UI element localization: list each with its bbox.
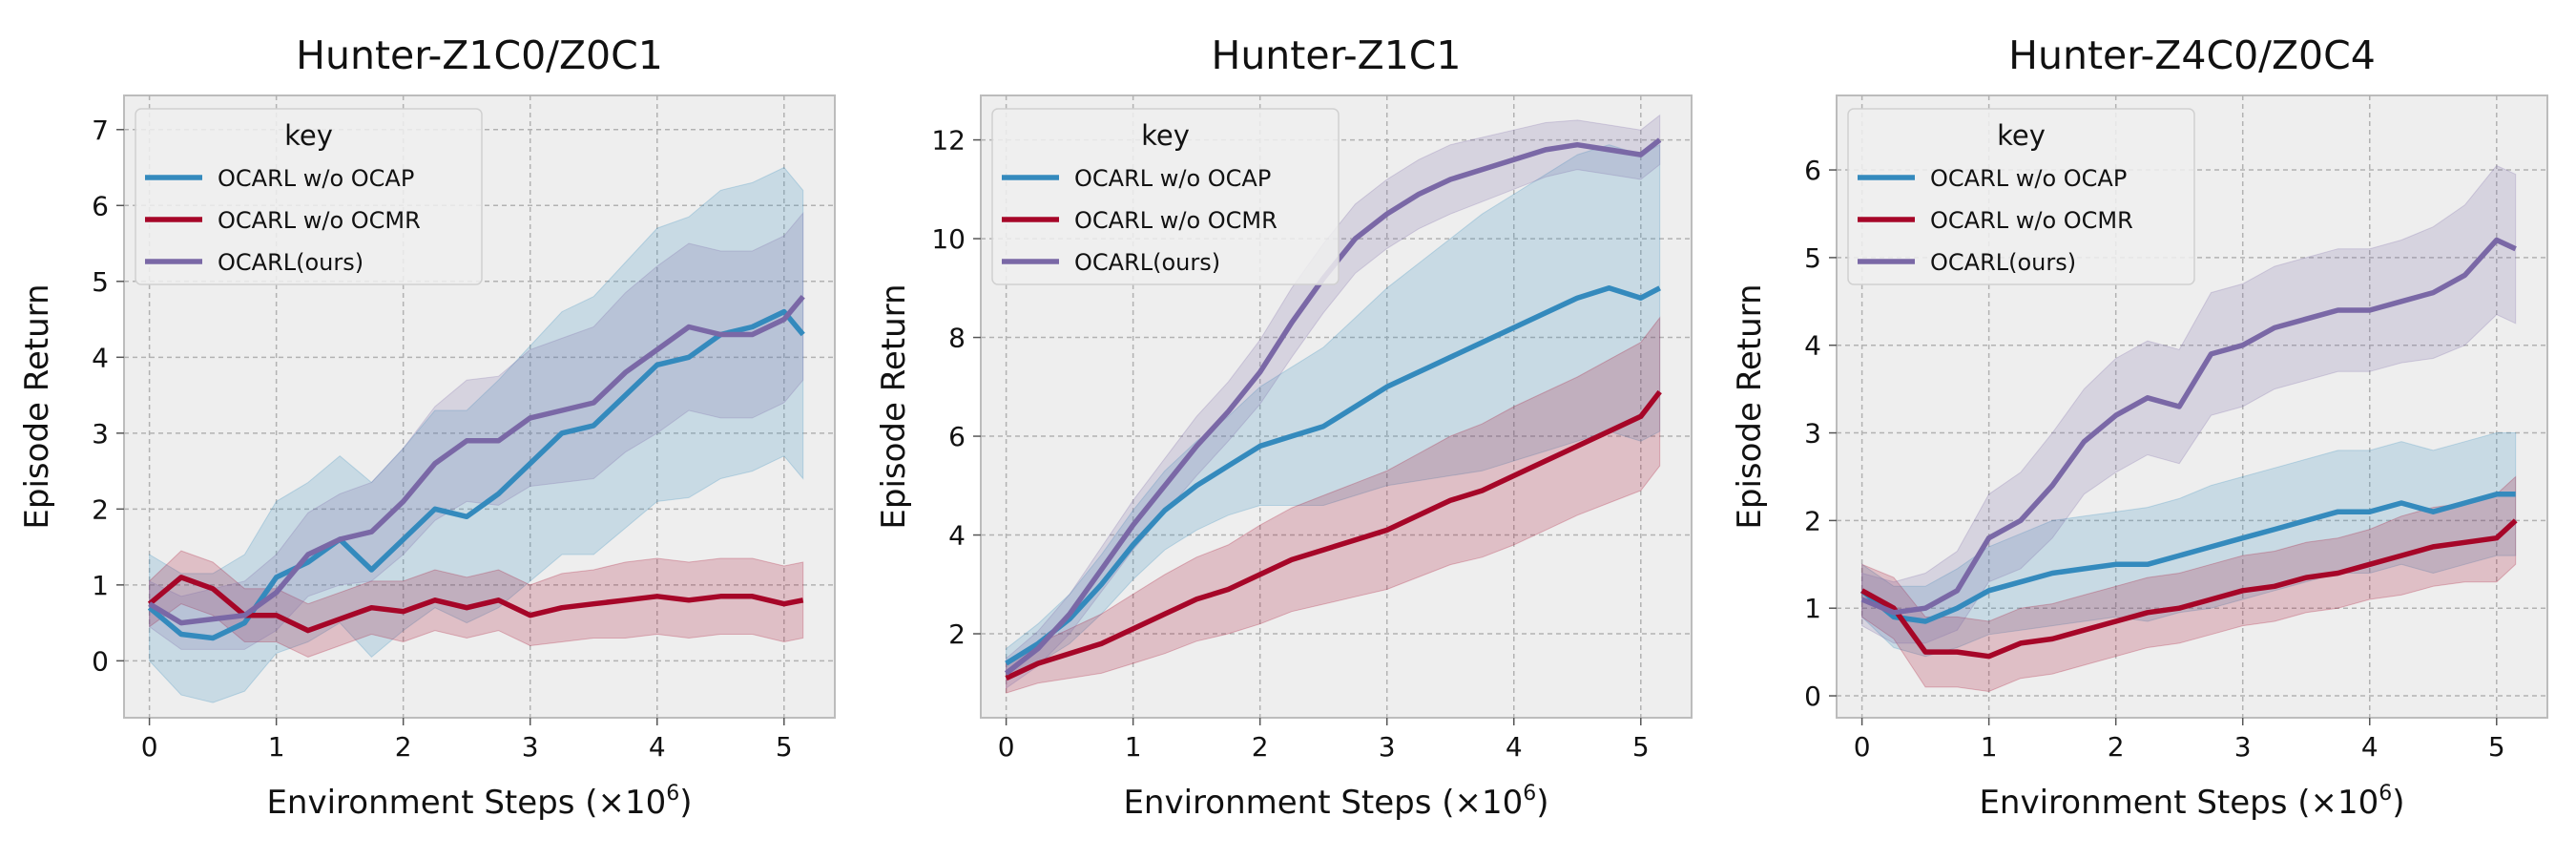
x-axis-label-close: )	[679, 784, 692, 822]
x-axis-label-exponent: 6	[2379, 782, 2392, 806]
x-axis-label: Environment Steps (×106)	[266, 782, 692, 822]
series-line-3	[148, 294, 805, 626]
x-tick-label: 5	[2488, 731, 2505, 763]
legend: key OCARL w/o OCAP OCARL w/o OCMR OCARL(our…	[1847, 108, 2195, 285]
x-axis-label-exponent: 6	[1523, 782, 1536, 806]
x-axis-label-close: )	[2392, 784, 2404, 822]
y-tick-label: 0	[92, 645, 109, 677]
series-band-3	[1861, 164, 2517, 644]
series-line-2	[1860, 518, 2518, 660]
series-group	[1004, 114, 1662, 694]
x-tick-label: 2	[395, 731, 412, 763]
y-axis-label: Episode Return	[1731, 283, 1769, 529]
series-line-1	[147, 308, 805, 641]
legend-label-1: OCARL w/o OCAP	[1930, 165, 2127, 192]
series-band-3	[1006, 114, 1661, 689]
y-tick-label: 4	[948, 520, 966, 552]
x-tick-label: 0	[998, 731, 1015, 763]
chart-panel-3: 0 1 2 3 4 5 0 1 2 3 4 5 6 Hunter-Z4C0/Z0C4 Environment…	[1731, 32, 2548, 822]
y-tick-label: 8	[948, 323, 966, 354]
x-tick-label: 3	[1379, 731, 1396, 763]
x-axis-label-exponent: 6	[666, 782, 679, 806]
x-axis-label-text: Environment Steps (×10	[266, 784, 666, 822]
series-line-2	[1005, 389, 1662, 681]
legend-label-1: OCARL w/o OCAP	[218, 165, 414, 192]
series-line-3	[1004, 137, 1662, 676]
y-tick-label: 12	[931, 125, 966, 157]
legend-box	[991, 108, 1340, 285]
x-tick-label: 3	[2234, 731, 2252, 763]
y-tick-label: 1	[92, 570, 109, 601]
x-axis-label-text: Environment Steps (×10	[1123, 784, 1523, 822]
legend-title: key	[284, 119, 333, 152]
x-tick-label: 2	[2108, 731, 2125, 763]
y-tick-label: 2	[948, 618, 966, 650]
chart-title: Hunter-Z4C0/Z0C4	[2008, 32, 2376, 78]
y-tick-label: 4	[92, 342, 109, 373]
x-tick-label: 1	[1981, 731, 1998, 763]
x-axis-label: Environment Steps (×106)	[1123, 782, 1548, 822]
legend-box	[1847, 108, 2195, 285]
y-tick-label: 6	[1804, 155, 1821, 186]
y-tick-label: 4	[1804, 330, 1821, 362]
y-tick-label: 5	[92, 266, 109, 298]
y-tick-label: 6	[92, 190, 109, 221]
series-band-2	[1861, 475, 2517, 693]
y-tick-label: 2	[1804, 505, 1821, 536]
y-tick-label: 6	[948, 421, 966, 452]
legend-label-3: OCARL(ours)	[1074, 249, 1220, 276]
chart-title: Hunter-Z1C0/Z0C1	[296, 32, 663, 78]
legend: key OCARL w/o OCAP OCARL w/o OCMR OCARL(our…	[135, 108, 483, 285]
legend-label-2: OCARL w/o OCMR	[1074, 207, 1278, 234]
legend-label-3: OCARL(ours)	[218, 249, 364, 276]
y-tick-label: 1	[1804, 593, 1821, 624]
x-tick-label: 5	[776, 731, 793, 763]
series-group	[1859, 164, 2518, 693]
legend-label-2: OCARL w/o OCMR	[1930, 207, 2133, 234]
legend-label-3: OCARL(ours)	[1930, 249, 2076, 276]
legend-label-2: OCARL w/o OCMR	[218, 207, 421, 234]
x-tick-label: 3	[522, 731, 539, 763]
y-axis-label: Episode Return	[18, 283, 56, 529]
x-tick-label: 5	[1632, 731, 1650, 763]
y-tick-label: 3	[1804, 418, 1821, 450]
y-tick-label: 7	[92, 115, 109, 146]
x-tick-label: 4	[2361, 731, 2379, 763]
x-axis-label-close: )	[1536, 784, 1548, 822]
series-line-3	[1860, 237, 2517, 616]
chart-panel-1: 0 1 2 3 4 5 0 1 2 3 4 5 6 7 Hunter-Z1C0/Z0C1 Environmen…	[18, 32, 836, 822]
chart-title: Hunter-Z1C1	[1211, 32, 1461, 78]
series-band-1	[1861, 432, 2517, 658]
series-line-2	[147, 575, 804, 634]
x-tick-label: 1	[268, 731, 285, 763]
legend-box	[135, 108, 483, 285]
series-band-2	[1006, 316, 1661, 694]
x-axis-label: Environment Steps (×106)	[1979, 782, 2404, 822]
series-line-1	[1859, 492, 2516, 624]
x-tick-label: 0	[1854, 731, 1871, 763]
x-axis-label-text: Environment Steps (×10	[1979, 784, 2379, 822]
x-tick-label: 1	[1125, 731, 1142, 763]
y-tick-label: 3	[92, 418, 109, 450]
series-line-1	[1005, 285, 1661, 666]
x-tick-label: 4	[649, 731, 666, 763]
x-tick-label: 4	[1506, 731, 1523, 763]
y-tick-label: 5	[1804, 242, 1821, 274]
series-band-1	[149, 166, 804, 703]
x-tick-label: 0	[141, 731, 158, 763]
y-tick-label: 0	[1804, 681, 1821, 712]
series-band-3	[149, 211, 804, 650]
series-group	[147, 166, 805, 703]
legend: key OCARL w/o OCAP OCARL w/o OCMR OCARL(our…	[991, 108, 1340, 285]
x-tick-label: 2	[1252, 731, 1269, 763]
legend-label-1: OCARL w/o OCAP	[1074, 165, 1271, 192]
legend-title: key	[1141, 119, 1190, 152]
y-tick-label: 10	[931, 223, 966, 255]
legend-title: key	[1997, 119, 2046, 152]
y-axis-label: Episode Return	[875, 283, 913, 529]
y-tick-label: 2	[92, 493, 109, 525]
series-band-1	[1006, 143, 1661, 680]
